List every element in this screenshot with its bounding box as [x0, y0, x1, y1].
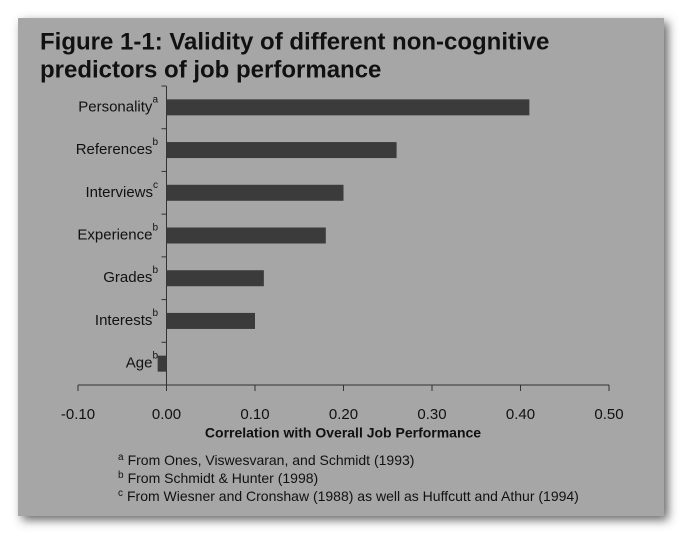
- y-tick-label: Interestsb: [95, 308, 159, 329]
- bar: [157, 355, 167, 372]
- footnote-text: From Wiesner and Cronshaw (1988) as well…: [127, 488, 579, 504]
- x-axis-title: Correlation with Overall Job Performance: [205, 425, 481, 441]
- chart-title: Figure 1-1: Validity of different non-co…: [40, 28, 549, 55]
- category-marker: b: [152, 350, 158, 361]
- footnote-marker: a: [118, 452, 124, 463]
- category-marker: c: [153, 179, 158, 190]
- y-tick-label: Ageb: [126, 350, 159, 371]
- footnote-marker: c: [118, 488, 123, 499]
- x-tick-label: 0.20: [329, 406, 358, 423]
- y-tick-label: Personalitya: [78, 94, 158, 115]
- x-tick-label: 0.30: [417, 406, 446, 423]
- y-tick-label: Experienceb: [77, 222, 158, 243]
- category-marker: b: [152, 308, 158, 319]
- bar: [166, 312, 255, 329]
- x-tick-label: 0.10: [240, 406, 269, 423]
- category-label: Interviews: [85, 184, 153, 201]
- category-label: Age: [126, 355, 153, 372]
- footnote: b From Schmidt & Hunter (1998): [118, 470, 318, 486]
- footnote: a From Ones, Viswesvaran, and Schmidt (19…: [118, 452, 414, 468]
- category-label: Interests: [95, 312, 153, 329]
- panel: [18, 18, 664, 516]
- category-marker: b: [152, 265, 158, 276]
- bar: [166, 227, 326, 244]
- category-marker: a: [152, 94, 158, 105]
- bar: [166, 270, 264, 287]
- bar: [166, 184, 344, 201]
- bar: [166, 99, 530, 116]
- y-tick-label: Referencesb: [76, 137, 159, 158]
- y-tick-label: Gradesb: [103, 265, 158, 286]
- category-label: Grades: [103, 269, 152, 286]
- bar: [166, 142, 397, 159]
- footnote-text: From Schmidt & Hunter (1998): [128, 470, 319, 486]
- x-tick-label: 0.50: [594, 406, 623, 423]
- footnote: c From Wiesner and Cronshaw (1988) as wel…: [118, 488, 579, 504]
- footnote-text: From Ones, Viswesvaran, and Schmidt (199…: [128, 452, 415, 468]
- x-tick-label: 0.40: [506, 406, 535, 423]
- chart-title: predictors of job performance: [40, 56, 381, 83]
- category-marker: b: [152, 137, 158, 148]
- x-tick-label: 0.00: [152, 406, 181, 423]
- category-label: Experience: [77, 226, 152, 243]
- y-tick-label: Interviewsc: [85, 179, 158, 200]
- category-marker: b: [152, 222, 158, 233]
- footnote-marker: b: [118, 470, 124, 481]
- category-label: References: [76, 141, 153, 158]
- category-label: Personality: [78, 98, 153, 115]
- x-tick-label: -0.10: [61, 406, 95, 423]
